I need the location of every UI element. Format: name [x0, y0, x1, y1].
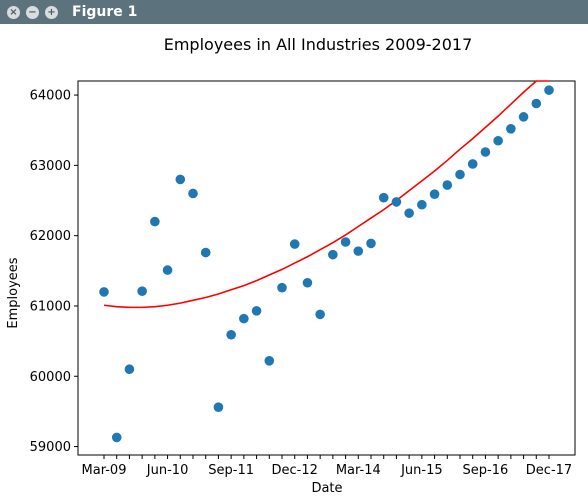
data-point — [544, 85, 554, 95]
data-point — [493, 135, 503, 146]
close-icon[interactable]: × — [7, 5, 20, 19]
x-tick-label: Jun-15 — [400, 463, 443, 478]
data-point — [175, 174, 186, 185]
data-point — [328, 249, 338, 260]
data-point — [302, 277, 313, 288]
y-tick-label: 64000 — [30, 89, 71, 104]
window-title: Figure 1 — [72, 4, 138, 20]
maximize-icon[interactable]: + — [45, 5, 58, 19]
data-point — [518, 112, 529, 122]
x-tick-label: Sep-11 — [208, 463, 254, 478]
data-point — [391, 197, 402, 207]
data-point — [442, 180, 453, 190]
data-point — [531, 98, 542, 109]
data-point — [162, 265, 173, 275]
data-point — [150, 216, 160, 227]
data-point — [226, 329, 236, 340]
y-tick-label: 60000 — [30, 370, 71, 385]
data-point — [340, 237, 351, 247]
x-tick-label: Sep-16 — [463, 463, 509, 478]
y-tick-label: 59000 — [30, 440, 71, 455]
data-point — [417, 199, 427, 210]
data-point — [277, 282, 287, 293]
figure-canvas: Employees in All Industries 2009-2017 59… — [0, 24, 588, 497]
data-point — [429, 189, 440, 199]
data-point — [353, 246, 364, 256]
data-point — [213, 402, 224, 412]
data-point — [455, 169, 465, 180]
data-point — [289, 239, 300, 249]
y-tick-label: 61000 — [30, 299, 71, 314]
y-tick-label: 62000 — [30, 229, 71, 244]
trend-line — [103, 80, 549, 309]
data-point — [480, 147, 491, 157]
data-point — [264, 355, 275, 366]
x-tick-label: Dec-17 — [526, 463, 572, 478]
data-point — [239, 313, 249, 324]
y-tick-label: 63000 — [30, 159, 71, 174]
window-titlebar: × − + Figure 1 — [0, 0, 588, 24]
data-point — [251, 306, 262, 316]
data-point — [378, 192, 389, 203]
data-point — [124, 364, 135, 375]
x-tick-label: Dec-12 — [272, 463, 318, 478]
data-point — [467, 159, 478, 169]
scatter-chart: Employees in All Industries 2009-2017 59… — [6, 35, 576, 496]
plot-frame — [77, 80, 576, 456]
data-point — [99, 287, 109, 297]
plot-area: 59000 60000 61000 62000 63000 64000 Mar-09 Jun-… — [30, 80, 576, 478]
x-axis-label: Date — [311, 481, 342, 496]
data-point — [188, 188, 198, 199]
x-tick-label: Mar-09 — [82, 463, 127, 478]
data-point — [506, 124, 516, 134]
data-point — [111, 432, 122, 443]
minimize-icon[interactable]: − — [26, 5, 39, 19]
data-point — [137, 286, 147, 296]
data-point — [200, 247, 211, 258]
x-tick-label: Mar-14 — [336, 463, 381, 478]
data-point — [366, 238, 376, 249]
data-point — [404, 208, 414, 218]
chart-title: Employees in All Industries 2009-2017 — [164, 35, 473, 54]
data-point — [315, 309, 325, 320]
x-tick-label: Jun-10 — [146, 463, 189, 478]
y-axis-label: Employees — [6, 257, 21, 328]
